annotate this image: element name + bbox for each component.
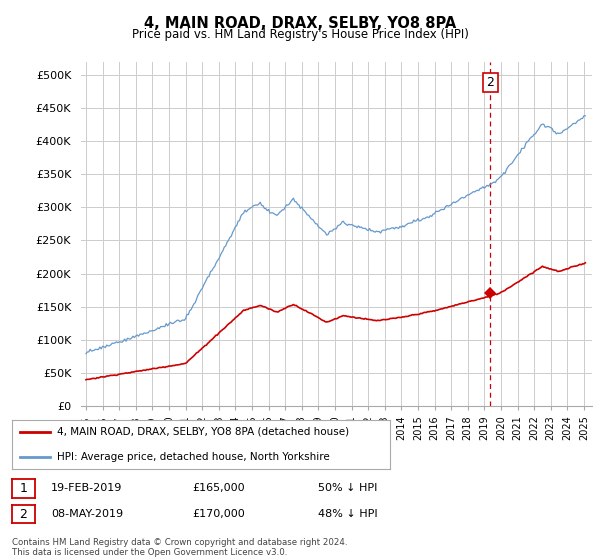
Text: Price paid vs. HM Land Registry's House Price Index (HPI): Price paid vs. HM Land Registry's House …	[131, 28, 469, 41]
Text: Contains HM Land Registry data © Crown copyright and database right 2024.
This d: Contains HM Land Registry data © Crown c…	[12, 538, 347, 557]
Text: 2: 2	[19, 507, 28, 521]
Text: 1: 1	[19, 482, 28, 495]
Text: HPI: Average price, detached house, North Yorkshire: HPI: Average price, detached house, Nort…	[58, 452, 330, 463]
Text: 08-MAY-2019: 08-MAY-2019	[51, 509, 123, 519]
Text: 4, MAIN ROAD, DRAX, SELBY, YO8 8PA (detached house): 4, MAIN ROAD, DRAX, SELBY, YO8 8PA (deta…	[58, 427, 349, 437]
Text: 19-FEB-2019: 19-FEB-2019	[51, 483, 122, 493]
Text: £170,000: £170,000	[192, 509, 245, 519]
Text: 4, MAIN ROAD, DRAX, SELBY, YO8 8PA: 4, MAIN ROAD, DRAX, SELBY, YO8 8PA	[144, 16, 456, 31]
Text: 48% ↓ HPI: 48% ↓ HPI	[318, 509, 377, 519]
Text: £165,000: £165,000	[192, 483, 245, 493]
Text: 2: 2	[487, 76, 494, 89]
Text: 50% ↓ HPI: 50% ↓ HPI	[318, 483, 377, 493]
